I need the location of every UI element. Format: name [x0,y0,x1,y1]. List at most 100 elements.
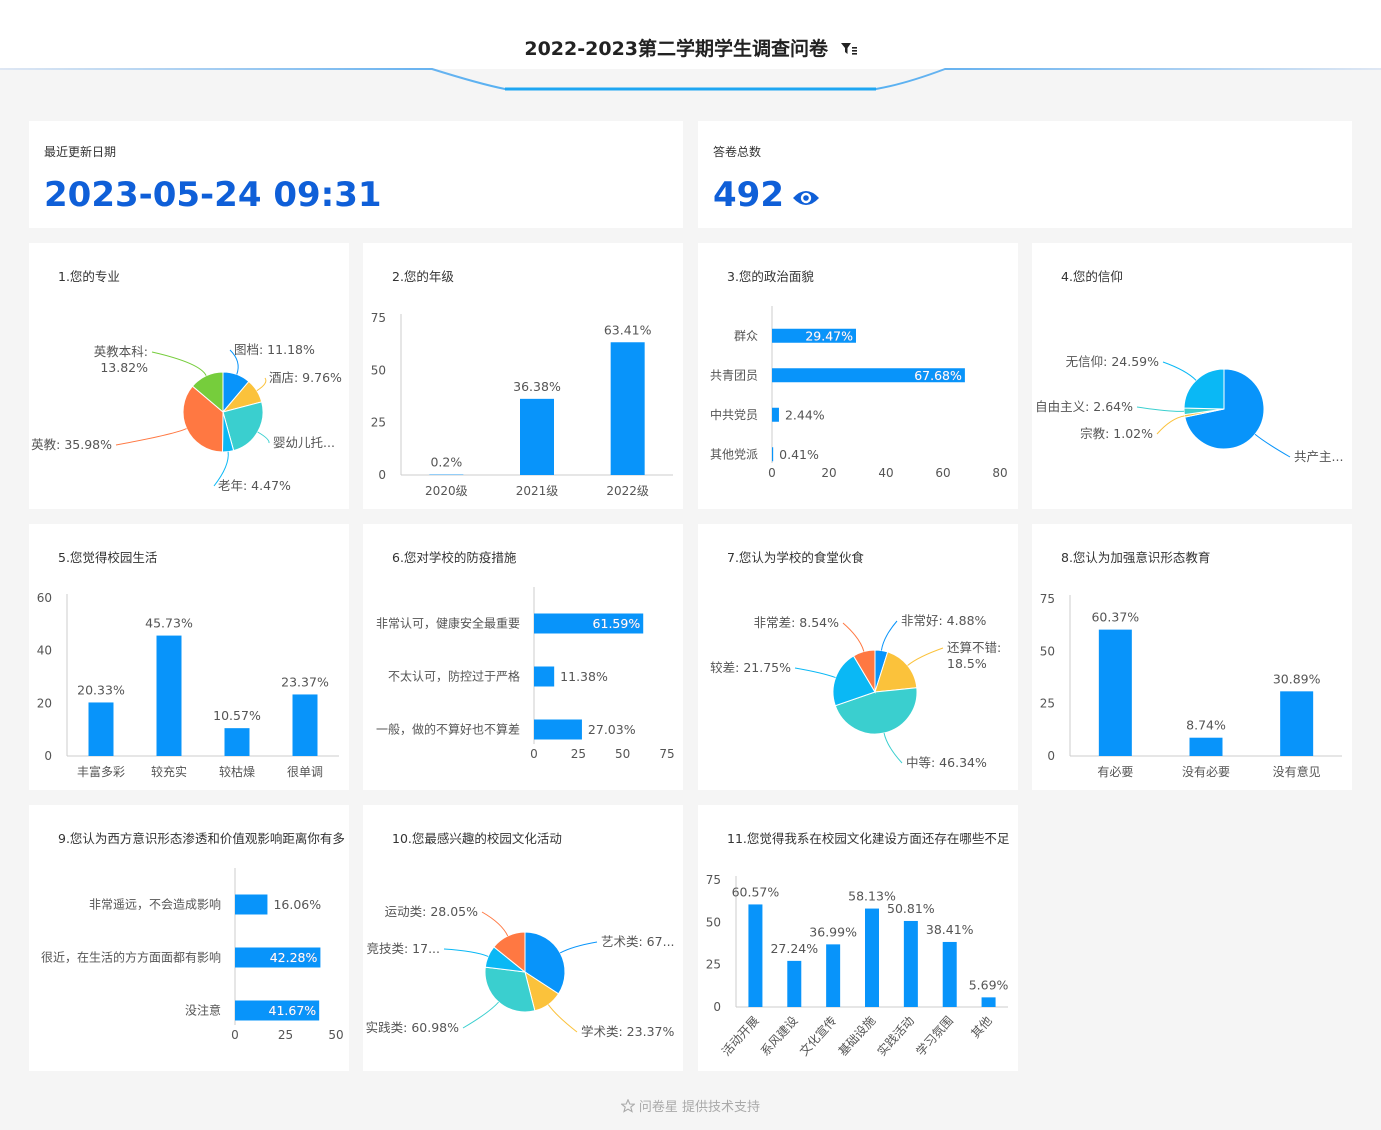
bar [903,920,918,1007]
leader-line [880,620,898,651]
bar [1280,691,1314,756]
star-icon [620,1097,636,1117]
slice-label: 共产主... [1294,449,1343,464]
footer-text[interactable]: 问卷星 提供技术支持 [638,1100,761,1115]
total-responses-row: 492 [713,175,820,217]
slice-label: 艺术类: 67... [601,934,675,949]
y-tick-label: 25 [371,416,386,430]
x-tick-label: 2022级 [606,484,649,498]
data-label: 2.44% [785,407,825,422]
bar [610,342,645,475]
x-tick-label: 20 [821,466,836,480]
bar [520,398,554,475]
x-tick-label: 25 [278,1028,293,1042]
y-tick-label: 50 [371,363,386,377]
slice-label: 竞技类: 17... [366,941,440,956]
bar [235,947,321,968]
bar [292,694,318,756]
chart-epidemic-hbar: 0 25 50 75 非常认可，健康安全最重要 61.59% 不太认可，防控过于严格 11.3… [376,587,675,761]
chart-card-canteen: 7.您认为学校的食堂伙食 非常好: 4.88% 还算不错: 18.5% 中等: 46.… [698,524,1018,790]
data-label: 10.57% [213,708,261,723]
chart-title: 4.您的信仰 [1061,269,1123,284]
y-tick-label: 25 [1040,697,1055,711]
leader-line [213,451,229,487]
y-tick-label: 40 [37,644,52,658]
y-tick-label: 0 [713,1000,721,1014]
slice-label: 非常好: 4.88% [901,613,987,628]
chart-grade-bar: 0 25 50 75 0.2% 2020级 36.38% 2021级 63.41% 2022级 [371,311,673,498]
leader-line [481,911,509,937]
y-tick-label: 75 [1040,592,1055,606]
y-tick-label: 非常认可，健康安全最重要 [376,616,520,631]
bar [534,719,582,740]
x-tick-label: 很单调 [287,765,323,779]
bar [772,368,965,383]
chart-card-ideology: 8.您认为加强意识形态教育 0 25 50 75 60.37% 有必要 8.74% 没有必要 3… [1032,524,1352,790]
x-tick-label: 基础设施 [836,1014,879,1059]
total-responses-value: 492 [713,175,784,215]
x-tick-label: 0 [231,1028,239,1042]
x-tick-label: 2020级 [425,484,468,498]
data-label: 36.38% [513,379,561,394]
y-tick-label: 其他党派 [710,446,758,461]
data-label: 20.33% [77,682,125,697]
y-tick-label: 共青团员 [710,368,758,382]
slice-label: 婴幼儿托... [273,435,335,450]
update-date-card: 最近更新日期 2023-05-24 09:31 [29,121,683,228]
bar [224,728,250,756]
x-tick-label: 较枯燥 [219,764,255,779]
bar [772,407,779,422]
x-tick-label: 有必要 [1097,765,1133,779]
y-tick-label: 50 [706,915,721,929]
bar [748,904,763,1007]
x-tick-label: 系风建设 [758,1014,801,1059]
data-label: 16.06% [273,897,321,912]
pie-slice [852,649,876,694]
leader-line [256,377,267,392]
bar [942,941,957,1007]
y-tick-label: 没注意 [185,1003,221,1018]
y-tick-label: 0 [1047,749,1055,763]
data-label: 42.28% [270,950,318,965]
leader-line [462,1001,499,1029]
chart-political-hbar: 0 20 40 60 80 群众 29.47% 共青团员 67.68% 中共党员 2.44% 其他党派… [710,306,1008,480]
x-tick-label: 2021级 [516,484,559,498]
data-label: 67.68% [914,368,962,383]
chart-card-major: 1.您的专业 图档: 11.18% 酒店: 9.76% 婴幼儿托... 老年: 4.4… [29,243,349,509]
x-tick-label: 40 [878,466,893,480]
chart-title: 5.您觉得校园生活 [58,550,158,565]
eye-icon[interactable] [792,177,820,217]
x-tick-label: 丰富多彩 [77,764,125,779]
bar [787,960,802,1007]
chart-card-campus-life: 5.您觉得校园生活 0 20 40 60 20.33% 丰富多彩 45.73% 较充实 10.5… [29,524,349,790]
leader-line [1156,415,1185,435]
bar [826,944,841,1007]
bar [1098,629,1132,756]
chart-title: 3.您的政治面貌 [727,269,814,284]
x-tick-label: 活动开展 [719,1014,762,1059]
filter-icon[interactable] [840,39,857,61]
slice-label: 英教: 35.98% [31,437,112,452]
leader-line [794,667,836,679]
slice-label: 运动类: 28.05% [385,904,478,919]
x-tick-label: 60 [935,466,950,480]
slice-label: 还算不错: 18.5% [947,640,1001,671]
data-label: 23.37% [281,674,329,689]
slice-label: 老年: 4.47% [218,478,291,493]
data-label: 30.89% [1273,671,1321,686]
leader-line [115,428,187,446]
pie-slice [191,371,224,414]
leader-line [1254,433,1291,458]
slice-label: 较差: 21.75% [710,660,791,675]
data-label: 61.59% [593,616,641,631]
footer: 问卷星 提供技术支持 [0,1096,1381,1117]
slice-label: 非常差: 8.54% [754,615,840,630]
chart-campus-life-bar: 0 20 40 60 20.33% 丰富多彩 45.73% 较充实 10.57% 较枯燥 23.37… [37,591,339,779]
chart-card-epidemic: 6.您对学校的防疫措施 0 25 50 75 非常认可，健康安全最重要 61.59% 不太认… [363,524,683,790]
y-tick-label: 25 [706,958,721,972]
pie-slice [874,651,918,693]
data-label: 60.57% [732,884,780,899]
pie-slice [484,966,536,1013]
data-label: 11.38% [560,669,608,684]
page-title-row: 2022-2023第二学期学生调查问卷 [0,34,1381,61]
